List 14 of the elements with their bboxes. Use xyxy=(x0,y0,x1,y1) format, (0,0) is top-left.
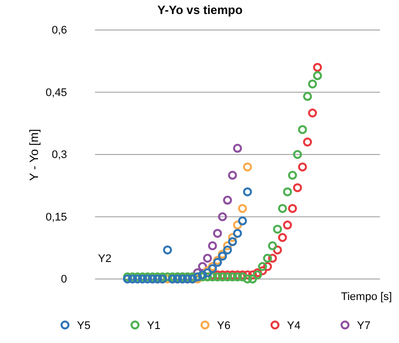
legend-label: Y1 xyxy=(147,320,160,332)
y-axis-title: Y - Yo [m] xyxy=(27,129,41,181)
legend-label: Y6 xyxy=(217,320,230,332)
y-tick-label: 0,3 xyxy=(52,149,67,162)
annotation: Y2 xyxy=(98,253,112,265)
y-tick-label: 0 xyxy=(60,274,67,286)
legend-label: Y4 xyxy=(287,320,300,332)
y-tick-label: 0,6 xyxy=(52,24,67,37)
y-tick-label: 0,45 xyxy=(46,86,67,99)
legend-label: Y7 xyxy=(357,320,370,332)
legend-label: Y5 xyxy=(77,320,90,332)
chart-title: Y-Yo vs tiempo xyxy=(157,3,243,17)
y-tick-label: 0,15 xyxy=(46,211,67,224)
x-axis-title: Tiempo [s] xyxy=(341,291,392,303)
